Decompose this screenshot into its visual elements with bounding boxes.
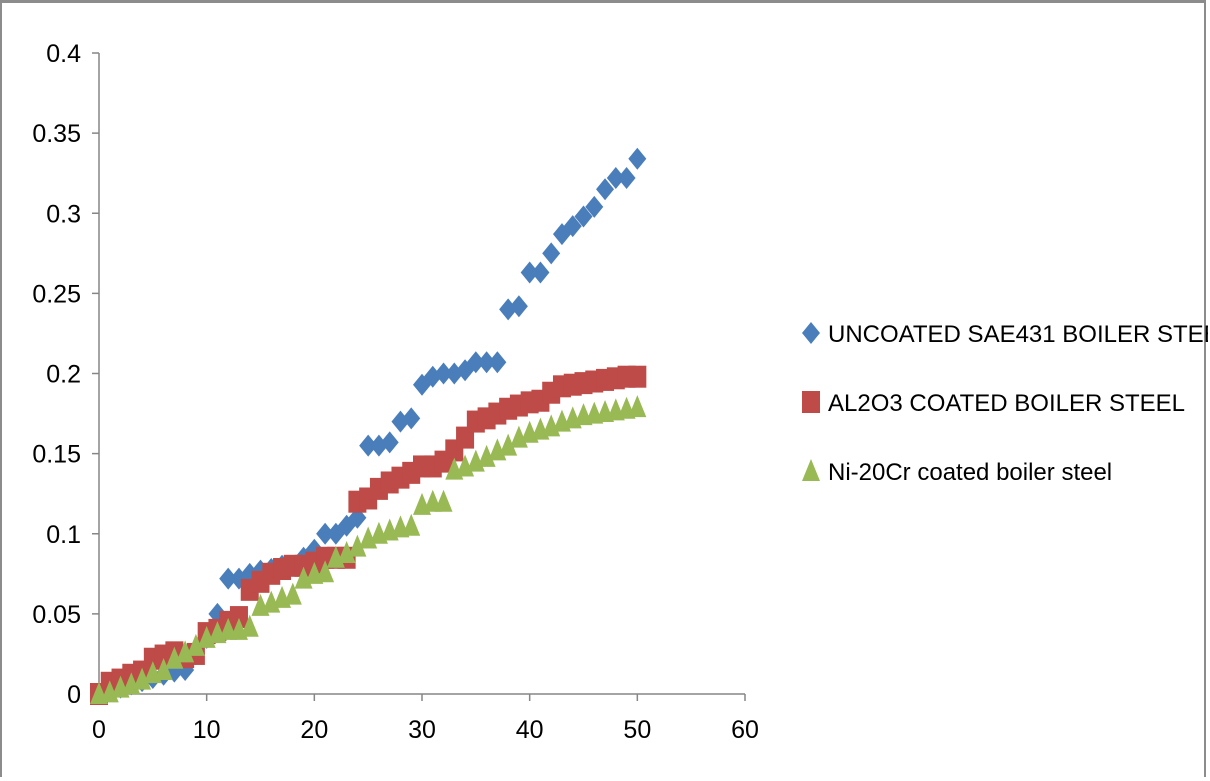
data-point-diamond [359, 434, 378, 457]
y-tick-label: 0.15 [32, 441, 81, 469]
scatter-chart: 0 0.05 0.1 0.15 0.2 0.25 0.3 0.35 0.4 0 10 20 30 40 50… [32, 40, 1208, 744]
y-tick-label: 0.25 [32, 280, 81, 308]
data-point-triangle [477, 444, 496, 467]
series-layer [90, 147, 647, 705]
x-tick-label: 30 [408, 716, 436, 744]
data-point-diamond [520, 261, 539, 284]
data-point-triangle [434, 489, 453, 512]
data-point-diamond [628, 147, 647, 170]
data-point-diamond [477, 351, 496, 374]
legend-marker-diamond [802, 322, 820, 344]
data-point-diamond [617, 166, 636, 189]
y-tick-label: 0.05 [32, 601, 81, 629]
data-point-triangle [337, 540, 356, 563]
y-tick-label: 0.3 [46, 200, 81, 228]
x-tick-label: 20 [300, 716, 328, 744]
data-point-diamond [574, 205, 593, 228]
data-point-triangle [283, 582, 302, 605]
data-point-square [229, 606, 248, 629]
data-point-triangle [316, 560, 335, 583]
series-triangle [90, 395, 647, 704]
data-point-diamond [499, 298, 518, 321]
data-point-square [628, 365, 647, 388]
data-point-diamond [585, 195, 604, 218]
data-point-diamond [466, 351, 485, 374]
data-point-triangle [176, 640, 195, 663]
legend-item: Ni-20Cr coated boiler steel [802, 459, 1112, 486]
data-point-diamond [531, 261, 550, 284]
data-point-triangle [133, 667, 152, 690]
y-tick-label: 0.4 [46, 40, 81, 68]
data-point-diamond [488, 351, 507, 374]
legend-label: Ni-20Cr coated boiler steel [828, 459, 1112, 486]
x-tick-label: 40 [516, 716, 544, 744]
data-point-diamond [542, 242, 561, 265]
data-point-triangle [154, 657, 173, 680]
data-point-triangle [499, 433, 518, 456]
data-point-triangle [348, 534, 367, 557]
data-point-diamond [380, 431, 399, 454]
axes: 0 0.05 0.1 0.15 0.2 0.25 0.3 0.35 0.4 0 10 20 30 40 50… [32, 40, 759, 744]
x-tick-label: 50 [623, 716, 651, 744]
legend-marker-triangle [802, 459, 820, 481]
data-point-diamond [316, 522, 335, 545]
legend-label: UNCOATED SAE431 BOILER STEEL [828, 321, 1208, 348]
y-tick-label: 0 [67, 681, 81, 709]
data-point-triangle [402, 513, 421, 536]
x-tick-label: 0 [92, 716, 106, 744]
y-tick-label: 0.1 [46, 521, 81, 549]
data-point-diamond [509, 295, 528, 318]
legend-marker-square [802, 391, 820, 413]
y-tick-label: 0.35 [32, 120, 81, 148]
data-point-diamond [606, 166, 625, 189]
data-point-diamond [402, 407, 421, 430]
data-point-diamond [434, 362, 453, 385]
data-point-diamond [596, 178, 615, 201]
data-point-triangle [240, 614, 259, 637]
data-point-diamond [563, 215, 582, 238]
data-point-diamond [219, 567, 238, 590]
legend-label: AL2O3 COATED BOILER STEEL [828, 390, 1185, 417]
data-point-triangle [186, 633, 205, 656]
x-tick-label: 60 [731, 716, 759, 744]
data-point-triangle [628, 395, 647, 418]
legend-item: UNCOATED SAE431 BOILER STEEL [802, 321, 1208, 348]
legend-item: AL2O3 COATED BOILER STEEL [802, 390, 1185, 417]
y-tick-label: 0.2 [46, 361, 81, 389]
data-point-triangle [165, 646, 184, 669]
legend: UNCOATED SAE431 BOILER STEEL AL2O3 COATED… [802, 321, 1208, 486]
x-tick-label: 10 [193, 716, 221, 744]
